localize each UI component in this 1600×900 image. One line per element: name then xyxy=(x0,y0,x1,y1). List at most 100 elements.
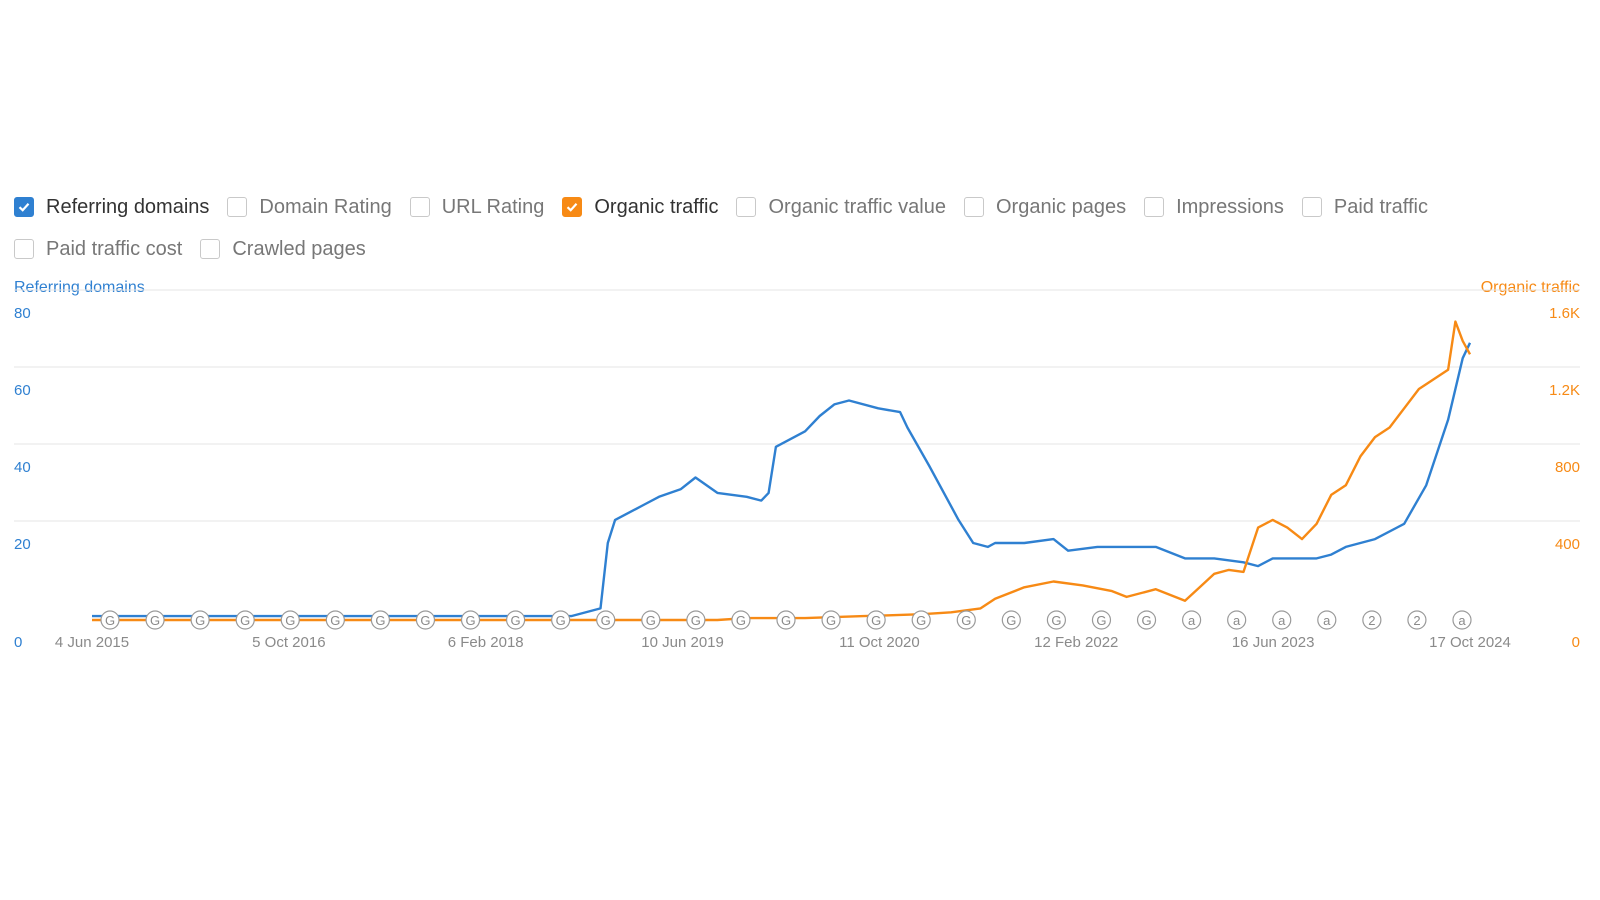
annotation-marker-label: G xyxy=(1141,613,1151,628)
annotation-marker: G xyxy=(190,610,210,630)
annotation-marker-circle xyxy=(1452,610,1472,630)
annotation-marker-label: G xyxy=(330,613,340,628)
toggle-row-1: Referring domains Domain Rating URL Rati… xyxy=(14,186,1574,228)
annotation-marker: G xyxy=(1136,610,1157,630)
annotation-marker-label: G xyxy=(601,613,611,628)
left-tick-label: 40 xyxy=(14,459,31,476)
annotation-marker: G xyxy=(821,610,841,630)
annotation-marker-circle xyxy=(1091,610,1112,630)
toggle-organic-traffic-value[interactable]: Organic traffic value xyxy=(736,196,946,219)
annotation-marker-label: G xyxy=(736,613,746,628)
annotation-marker-label: a xyxy=(1233,613,1241,628)
annotation-marker-circle xyxy=(776,610,796,630)
annotation-marker-circle xyxy=(551,610,571,630)
annotation-marker-circle xyxy=(190,610,210,630)
toggle-impressions[interactable]: Impressions xyxy=(1144,196,1284,219)
x-tick-label: 11 Oct 2020 xyxy=(839,634,920,651)
annotation-marker-circle xyxy=(100,610,120,630)
annotation-marker: G xyxy=(235,610,255,630)
annotation-marker-label: G xyxy=(691,613,701,628)
annotation-marker-label: G xyxy=(961,613,971,628)
annotation-marker-circle xyxy=(145,610,165,630)
annotation-marker-circle xyxy=(1227,610,1247,630)
toggle-referring-domains[interactable]: Referring domains xyxy=(14,196,209,219)
right-tick-label: 800 xyxy=(1555,459,1580,476)
annotation-marker-label: G xyxy=(375,613,385,628)
toggle-paid-traffic-cost[interactable]: Paid traffic cost xyxy=(14,238,182,261)
annotation-marker: G xyxy=(1046,610,1067,630)
toggle-paid-traffic[interactable]: Paid traffic xyxy=(1301,195,1428,219)
checkbox-icon[interactable] xyxy=(1301,197,1322,217)
annotation-marker-circle xyxy=(1001,610,1021,630)
annotation-marker-circle xyxy=(866,610,886,630)
annotation-marker: a xyxy=(1272,610,1292,630)
annotation-marker: G xyxy=(596,610,616,630)
checkbox-icon[interactable] xyxy=(200,239,221,259)
annotation-marker-circle xyxy=(415,610,436,630)
annotation-marker-label: 2 xyxy=(1413,613,1420,628)
annotation-marker: G xyxy=(460,610,481,630)
toggle-domain-rating[interactable]: Domain Rating xyxy=(227,196,392,219)
checkbox-icon[interactable] xyxy=(1144,197,1165,217)
annotation-marker-circle xyxy=(325,610,345,630)
annotation-marker-circle xyxy=(956,610,976,630)
annotation-marker-label: G xyxy=(465,613,475,628)
x-tick-label: 17 Oct 2024 xyxy=(1429,634,1511,651)
x-tick-label: 12 Feb 2022 xyxy=(1034,634,1118,651)
right-tick-label: 0 xyxy=(1572,634,1580,651)
annotation-marker: G xyxy=(280,610,300,630)
checkbox-icon[interactable] xyxy=(963,197,984,217)
annotation-marker: G xyxy=(731,610,751,630)
annotation-marker-label: G xyxy=(826,613,836,628)
annotation-marker-circle xyxy=(1046,610,1067,630)
left-tick-label: 0 xyxy=(14,634,22,651)
checkbox-checked-icon[interactable] xyxy=(14,197,34,217)
annotation-marker-label: G xyxy=(150,613,160,628)
annotation-marker-label: G xyxy=(240,613,250,628)
checkbox-icon[interactable] xyxy=(14,239,34,259)
annotation-marker: a xyxy=(1227,610,1247,630)
annotation-marker-label: a xyxy=(1323,613,1331,628)
annotation-marker: G xyxy=(686,610,706,630)
checkbox-icon[interactable] xyxy=(227,197,248,217)
checkbox-icon[interactable] xyxy=(409,197,430,217)
toggle-label: Paid traffic cost xyxy=(46,237,183,260)
annotation-marker-circle xyxy=(505,610,526,630)
annotation-marker-circle xyxy=(911,610,931,630)
right-axis-title: Organic traffic xyxy=(1481,279,1580,296)
toggle-url-rating[interactable]: URL Rating xyxy=(409,196,544,219)
annotation-marker-circle xyxy=(1362,610,1382,630)
left-tick-label: 60 xyxy=(14,382,31,399)
metric-toggles: Referring domains Domain Rating URL Rati… xyxy=(14,186,1574,270)
x-axis-ticks: 4 Jun 2015 5 Oct 2016 6 Feb 2018 10 Jun 201… xyxy=(55,634,1511,651)
toggle-crawled-pages[interactable]: Crawled pages xyxy=(200,237,366,261)
left-axis-ticks: 0 20 40 60 80 xyxy=(14,305,31,651)
annotation-marker: a xyxy=(1317,610,1337,630)
annotation-marker-label: a xyxy=(1458,613,1466,628)
checkbox-icon[interactable] xyxy=(736,197,757,217)
annotation-marker-circle xyxy=(460,610,481,630)
annotation-marker: G xyxy=(100,610,120,630)
toggle-organic-traffic[interactable]: Organic traffic xyxy=(562,196,718,219)
annotation-marker-circle xyxy=(1317,610,1337,630)
annotation-marker: G xyxy=(370,610,390,630)
toggle-organic-pages[interactable]: Organic pages xyxy=(963,196,1126,219)
toggle-label: Crawled pages xyxy=(232,237,366,260)
annotation-marker: 2 xyxy=(1407,610,1427,630)
annotation-marker-label: a xyxy=(1278,613,1286,628)
annotation-marker-circle xyxy=(1181,610,1202,630)
annotation-marker-label: G xyxy=(1096,613,1106,628)
toggle-row-2: Paid traffic cost Crawled pages xyxy=(14,228,1574,270)
x-tick-label: 6 Feb 2018 xyxy=(448,634,524,651)
traffic-chart: Referring domains Organic traffic 020406… xyxy=(14,279,1580,651)
annotation-marker: G xyxy=(551,610,571,630)
toggle-label: Paid traffic xyxy=(1333,195,1428,218)
x-tick-label: 16 Jun 2023 xyxy=(1232,634,1315,651)
x-tick-label: 10 Jun 2019 xyxy=(641,634,724,651)
annotation-marker-circle xyxy=(731,610,751,630)
annotation-marker-label: G xyxy=(916,613,926,628)
toggle-label: Referring domains xyxy=(46,195,210,218)
checkbox-checked-icon[interactable] xyxy=(562,197,583,217)
annotation-marker-circle xyxy=(1272,610,1292,630)
